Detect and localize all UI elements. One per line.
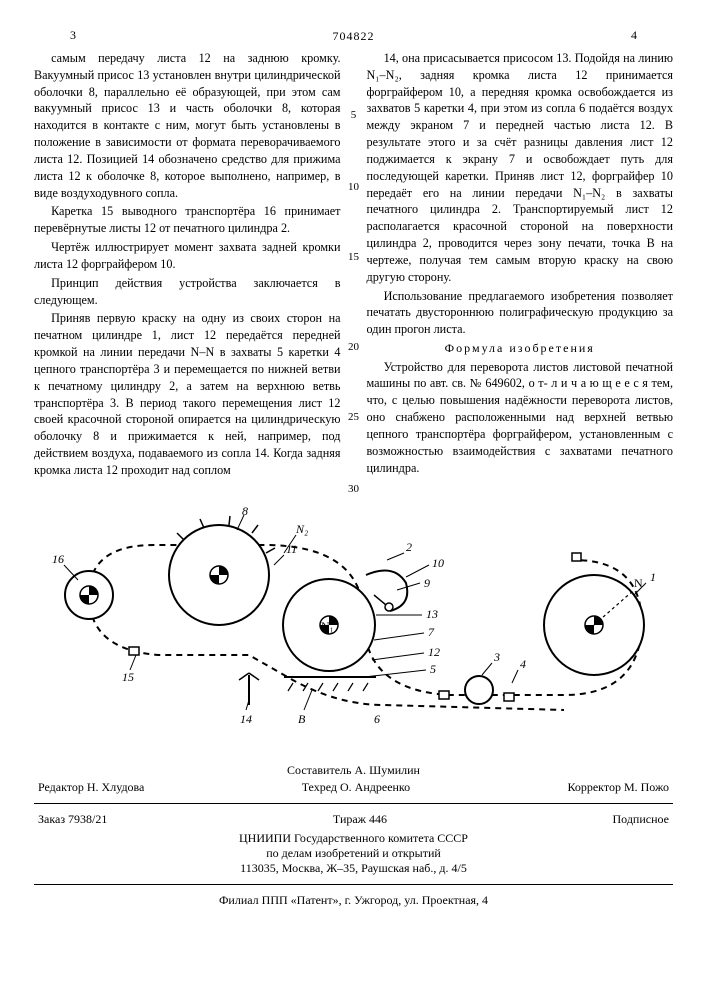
gutter-mark: 5 [342,108,366,123]
center-mark-icon [80,586,98,604]
label: 10 [432,556,444,570]
label: 8 [242,505,248,518]
body-text: Использование предлагаемого изобретения … [367,288,674,338]
center-mark-icon [210,566,228,584]
label: 6 [374,712,380,726]
diagram-svg: 8 16 15 11 N₂ N₁ 2 10 9 13 7 12 5 4 3 1 … [34,505,674,745]
label: 7 [428,625,435,639]
right-column: 14, она присасывается присосом 13. Подой… [367,50,674,481]
label: N [634,576,643,590]
gutter-mark: 10 [342,180,366,195]
label: B [298,712,306,726]
gutter-mark: 15 [342,250,366,265]
label: 9 [424,576,430,590]
body-text: 14, она присасывается присосом 13. Подой… [367,50,674,286]
label: 2 [406,540,412,554]
body-text: Чертёж иллюстрирует момент захвата задне… [34,239,341,273]
corrector: Корректор М. Пожо [567,780,669,795]
body-text: Устройство для переворота листов листово… [367,359,674,477]
gutter-mark: 30 [342,482,366,497]
address-line: 113035, Москва, Ж–35, Раушская наб., д. … [34,861,673,876]
patent-figure: 8 16 15 11 N₂ N₁ 2 10 9 13 7 12 5 4 3 1 … [34,505,673,745]
label: 11 [286,542,297,556]
label: 13 [426,607,438,621]
label: 4 [520,657,526,671]
techred: Техред О. Андреенко [302,780,410,795]
editor: Редактор Н. Хлудова [38,780,144,795]
credits-block: Составитель А. Шумилин Редактор Н. Хлудо… [34,763,673,795]
label: 1 [650,570,656,584]
line-number-gutter: 5 10 15 20 25 30 [342,50,366,481]
formula-heading: Формула изобретения [367,340,674,357]
document-number: 704822 [34,29,673,44]
page-number-left: 3 [70,28,76,43]
label: 3 [493,650,500,664]
divider [34,803,673,804]
page-number-right: 4 [631,28,637,43]
gutter-mark: 25 [342,410,366,425]
label: 14 [240,712,252,726]
text-columns: 5 10 15 20 25 30 самым передачу листа 12… [34,50,673,481]
order-number: Заказ 7938/21 [38,812,107,827]
hatch [288,683,368,691]
label: N₂ [295,522,308,536]
signed: Подписное [613,812,670,827]
label: N₁ [321,619,334,633]
body-text: Каретка 15 выводного транспортёра 16 при… [34,203,341,237]
label: 12 [428,645,440,659]
gutter-mark: 20 [342,340,366,355]
left-column: самым передачу листа 12 на заднюю кромку… [34,50,341,481]
publication-row: Заказ 7938/21 Тираж 446 Подписное [34,812,673,827]
label: 5 [430,662,436,676]
branch-line: Филиал ППП «Патент», г. Ужгород, ул. Про… [34,893,673,908]
circulation: Тираж 446 [333,812,387,827]
body-text: Принцип действия устройства заключается … [34,275,341,309]
publisher-block: ЦНИИПИ Государственного комитета СССР по… [34,831,673,876]
forgreifer [366,570,407,611]
body-text: Приняв первую краску на одну из своих ст… [34,310,341,478]
org-line: ЦНИИПИ Государственного комитета СССР [34,831,673,846]
org-line: по делам изобретений и открытий [34,846,673,861]
label: 16 [52,552,64,566]
roller-3 [465,676,493,704]
divider [34,884,673,885]
label: 15 [122,670,134,684]
compiler: Составитель А. Шумилин [34,763,673,778]
body-text: самым передачу листа 12 на заднюю кромку… [34,50,341,201]
